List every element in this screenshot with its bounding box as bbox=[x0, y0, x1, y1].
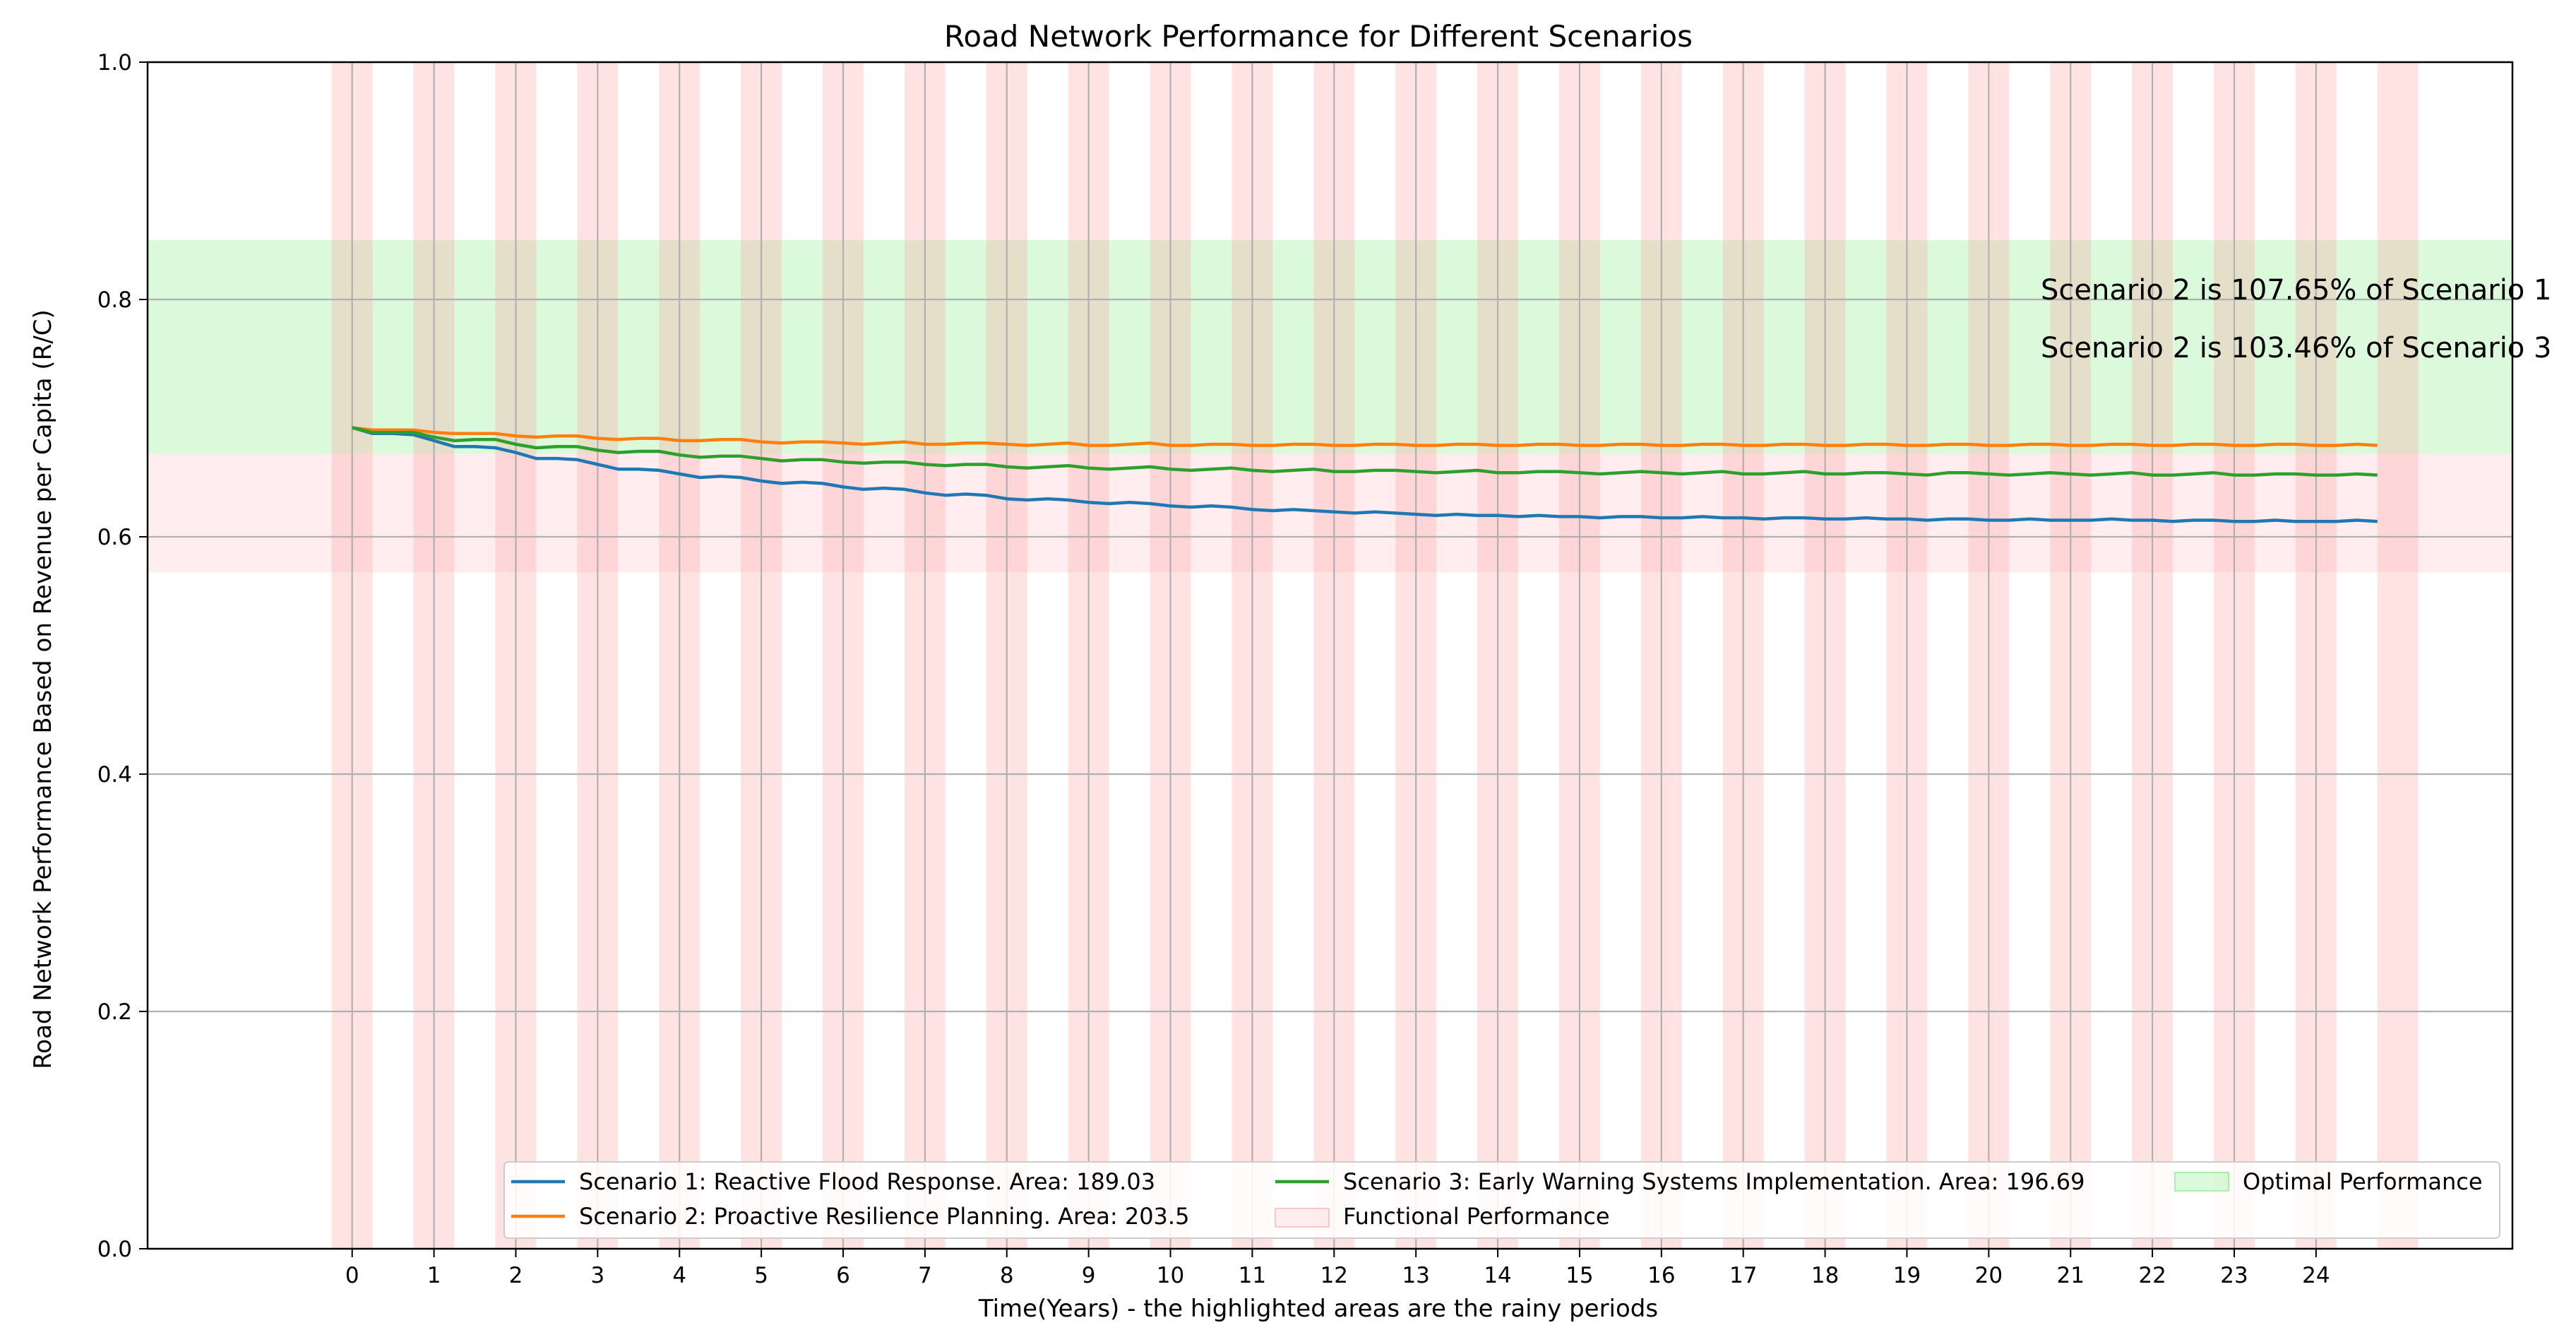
x-tick-label: 4 bbox=[672, 1263, 686, 1288]
legend: Scenario 1: Reactive Flood Response. Are… bbox=[503, 1161, 2500, 1239]
legend-swatch-functional bbox=[1275, 1208, 1330, 1228]
x-tick-label: 16 bbox=[1647, 1263, 1675, 1288]
x-tick-label: 23 bbox=[2220, 1263, 2248, 1288]
x-tick-label: 11 bbox=[1239, 1263, 1266, 1288]
y-tick-label: 0.2 bbox=[97, 999, 132, 1025]
y-axis-ticks: 0.0 0.2 0.4 0.6 0.8 1.0 bbox=[97, 50, 148, 1262]
y-axis-label: Road Network Performance Based on Revenu… bbox=[29, 309, 57, 1069]
x-tick-label: 2 bbox=[509, 1263, 523, 1288]
legend-frame bbox=[503, 1161, 2500, 1239]
x-tick-label: 19 bbox=[1893, 1263, 1921, 1288]
y-tick-label: 0.0 bbox=[97, 1237, 132, 1262]
legend-label-functional: Functional Performance bbox=[1343, 1203, 1610, 1230]
legend-label-scenario-2: Scenario 2: Proactive Resilience Plannin… bbox=[579, 1203, 1189, 1230]
legend-swatch-optimal bbox=[2174, 1172, 2229, 1192]
legend-label-optimal: Optimal Performance bbox=[2243, 1168, 2483, 1195]
x-tick-label: 1 bbox=[427, 1263, 441, 1288]
annotation-vs-scenario-3: Scenario 2 is 103.46% of Scenario 3 bbox=[2041, 332, 2551, 364]
y-tick-label: 0.6 bbox=[97, 525, 132, 550]
x-tick-label: 7 bbox=[918, 1263, 932, 1288]
series-line-scenario-2 bbox=[352, 426, 2378, 447]
x-tick-label: 13 bbox=[1402, 1263, 1429, 1288]
x-tick-label: 8 bbox=[1000, 1263, 1014, 1288]
x-tick-label: 20 bbox=[1975, 1263, 2003, 1288]
y-tick-label: 0.8 bbox=[97, 287, 132, 313]
x-tick-label: 21 bbox=[2057, 1263, 2085, 1288]
x-tick-label: 24 bbox=[2302, 1263, 2330, 1288]
series-line-scenario-3 bbox=[352, 426, 2378, 477]
x-tick-label: 17 bbox=[1729, 1263, 1757, 1288]
x-tick-label: 9 bbox=[1082, 1263, 1096, 1288]
legend-label-scenario-1: Scenario 1: Reactive Flood Response. Are… bbox=[579, 1168, 1155, 1195]
x-tick-label: 14 bbox=[1484, 1263, 1511, 1288]
x-tick-label: 5 bbox=[754, 1263, 768, 1288]
series-lines bbox=[352, 426, 2378, 523]
x-axis-label: Time(Years) - the highlighted areas are … bbox=[978, 1295, 1658, 1323]
x-tick-label: 3 bbox=[590, 1263, 604, 1288]
optimal-performance-band bbox=[148, 240, 2512, 454]
y-tick-label: 1.0 bbox=[97, 50, 132, 76]
x-tick-label: 10 bbox=[1157, 1263, 1184, 1288]
annotation-vs-scenario-1: Scenario 2 is 107.65% of Scenario 1 bbox=[2041, 274, 2551, 307]
y-tick-label: 0.4 bbox=[97, 762, 132, 788]
plot-frame bbox=[146, 61, 2514, 1250]
x-tick-label: 6 bbox=[836, 1263, 850, 1288]
x-tick-label: 0 bbox=[345, 1263, 359, 1288]
x-tick-label: 18 bbox=[1811, 1263, 1839, 1288]
chart-title: Road Network Performance for Different S… bbox=[944, 19, 1693, 54]
x-tick-label: 12 bbox=[1320, 1263, 1348, 1288]
x-tick-label: 22 bbox=[2138, 1263, 2166, 1288]
x-axis-ticks: 0 1 2 3 4 5 6 7 8 9 10 11 12 13 14 15 16 17 18 19 20 21 22 23 24 bbox=[345, 1249, 2330, 1288]
rainy-period-span bbox=[2377, 62, 2419, 1249]
series-line-scenario-1 bbox=[352, 426, 2378, 523]
legend-label-scenario-3: Scenario 3: Early Warning Systems Implem… bbox=[1343, 1168, 2085, 1195]
x-tick-label: 15 bbox=[1566, 1263, 1593, 1288]
